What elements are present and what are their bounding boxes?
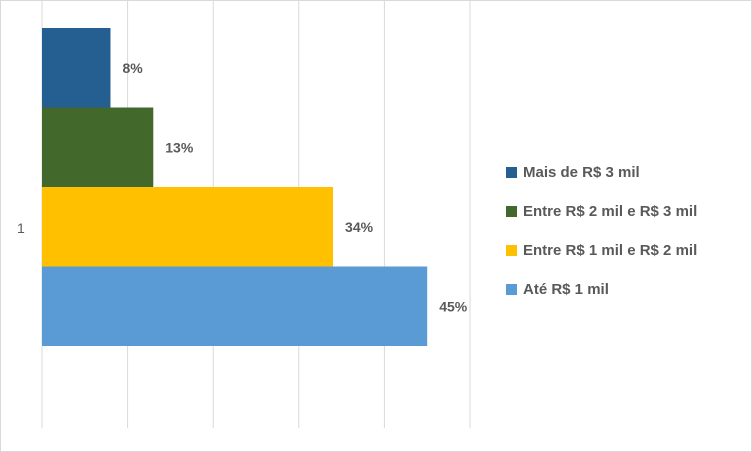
legend-swatch	[506, 283, 517, 295]
bar-2	[42, 107, 154, 187]
legend-label: Entre R$ 2 mil e R$ 3 mil	[523, 202, 698, 220]
legend-swatch	[506, 244, 517, 256]
data-label-2: 13%	[165, 139, 194, 155]
legend-swatch	[506, 205, 517, 217]
legend-item-1: Mais de R$ 3 mil	[506, 161, 746, 183]
legend: Mais de R$ 3 mil Entre R$ 2 mil e R$ 3 mi…	[506, 161, 746, 317]
legend-item-3: Entre R$ 1 mil e R$ 2 mil	[506, 239, 746, 261]
legend-label: Até R$ 1 mil	[523, 280, 609, 298]
bar-4	[42, 266, 428, 346]
category-label: 1	[17, 220, 25, 236]
bar-1	[42, 28, 111, 108]
legend-swatch	[506, 166, 517, 178]
bar-3	[42, 187, 334, 267]
data-label-1: 8%	[122, 60, 143, 76]
legend-item-4: Até R$ 1 mil	[506, 278, 746, 300]
legend-label: Entre R$ 1 mil e R$ 2 mil	[523, 241, 698, 259]
data-labels: 8% 13% 34% 45%	[122, 60, 467, 315]
data-label-4: 45%	[439, 298, 468, 314]
legend-item-2: Entre R$ 2 mil e R$ 3 mil	[506, 200, 746, 222]
legend-label: Mais de R$ 3 mil	[523, 163, 640, 181]
data-label-3: 34%	[345, 219, 374, 235]
bars	[42, 28, 428, 346]
